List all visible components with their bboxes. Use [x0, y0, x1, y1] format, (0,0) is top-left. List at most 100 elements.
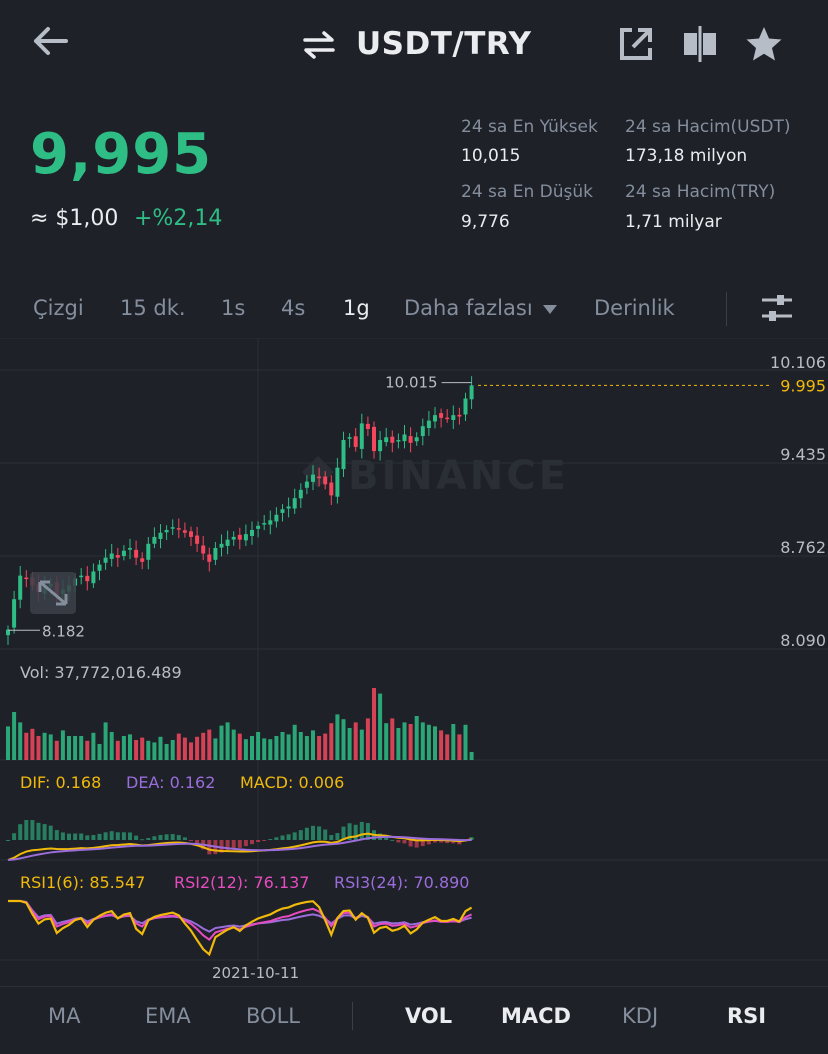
dea-line — [7, 835, 472, 861]
watermark-text: BINANCE — [348, 453, 569, 499]
rsi12-label: RSI2(12): 76.137 — [174, 873, 309, 892]
tab-15m[interactable]: 15 dk. — [120, 296, 186, 320]
volume-bar — [329, 723, 334, 760]
macd-histogram-bar — [158, 834, 163, 840]
macd-histogram-bar — [189, 840, 193, 841]
macd-histogram-bar — [298, 830, 303, 840]
volume-bar — [347, 728, 352, 760]
volume-bar — [426, 724, 431, 760]
volume-bar — [335, 714, 340, 760]
candle-body — [134, 549, 139, 558]
favorite-star-icon[interactable] — [744, 24, 784, 64]
macd-histogram-bar — [24, 820, 29, 840]
volume-bar — [439, 730, 444, 760]
macd-histogram-bar — [329, 834, 334, 840]
macd-histogram-bar — [408, 840, 413, 847]
volume-bar — [182, 737, 187, 760]
candle-body — [445, 417, 450, 420]
tab-4h[interactable]: 4s — [281, 296, 306, 320]
volume-bar — [109, 732, 114, 760]
tabs-divider — [726, 292, 727, 326]
macd-histogram-bar — [67, 833, 71, 840]
volume-bar — [311, 730, 315, 760]
candle-body — [347, 437, 352, 439]
macd-histogram-bar — [36, 822, 41, 840]
candle-body — [469, 385, 474, 400]
volume-bar — [469, 752, 474, 760]
volume-bar — [158, 736, 163, 760]
tab-line[interactable]: Çizgi — [33, 296, 84, 320]
volume-bar — [420, 722, 425, 760]
tab-more[interactable]: Daha fazlası — [404, 296, 558, 320]
indicator-ema[interactable]: EMA — [145, 1004, 191, 1028]
macd-histogram-bar — [231, 840, 236, 849]
rsi24-label: RSI3(24): 70.890 — [334, 873, 469, 892]
candle-body — [292, 498, 297, 509]
tab-depth[interactable]: Derinlik — [594, 296, 675, 320]
candle-body — [250, 529, 254, 536]
swap-pair-icon[interactable] — [302, 30, 336, 60]
indicator-kdj[interactable]: KDJ — [622, 1004, 659, 1028]
volume-bar — [298, 732, 303, 760]
volume-bar — [304, 736, 309, 760]
candle-body — [140, 558, 145, 562]
volume-bar — [213, 738, 218, 760]
volume-bar — [219, 725, 224, 760]
volume-bar — [115, 740, 120, 760]
macd-histogram-bar — [164, 834, 169, 840]
candle-body — [158, 532, 163, 539]
stat-vol-usdt-label: 24 sa Hacim(USDT) — [625, 117, 791, 137]
candle-body — [426, 420, 431, 428]
candle-body — [243, 534, 248, 541]
macd-histogram-bar — [286, 834, 291, 840]
macd-histogram-bar — [439, 840, 444, 843]
volume-bar — [189, 742, 193, 760]
volume-bar — [317, 736, 322, 760]
macd-histogram-bar — [170, 834, 175, 840]
share-icon[interactable] — [618, 26, 654, 62]
macd-histogram-bar — [341, 826, 346, 840]
indicator-macd[interactable]: MACD — [501, 1004, 571, 1028]
chart-settings-icon[interactable] — [760, 292, 794, 324]
candle-body — [280, 509, 285, 513]
macd-histogram-bar — [469, 837, 474, 840]
candle-body — [225, 539, 230, 546]
macd-histogram-bar — [420, 840, 425, 847]
kline-chart[interactable]: BINANCE 10.015 8.182 10.106 9.995 9.435 … — [0, 338, 828, 988]
pair-title[interactable]: USDT/TRY — [356, 26, 532, 62]
volume-bar — [256, 732, 261, 760]
indicator-vol[interactable]: VOL — [405, 1004, 453, 1028]
macd-histogram-bar — [91, 835, 96, 840]
macd-histogram-bar — [6, 840, 10, 841]
tab-1d[interactable]: 1g — [343, 296, 370, 320]
chart-grid — [0, 338, 828, 961]
candle-body — [164, 529, 169, 533]
volume-bar — [30, 728, 35, 760]
candle-body — [79, 575, 84, 578]
stat-low-label: 24 sa En Düşük — [461, 182, 593, 202]
candle-body — [6, 629, 10, 636]
candle-body — [262, 523, 267, 525]
macd-histogram-bar — [115, 832, 120, 840]
layout-toggle-icon[interactable] — [682, 24, 718, 64]
volume-bar — [225, 722, 230, 760]
high-marker: 10.015 — [385, 374, 472, 392]
price-axis-label: 8.090 — [780, 631, 826, 650]
macd-histogram-bar — [317, 826, 322, 840]
indicator-ma[interactable]: MA — [48, 1004, 81, 1028]
macd-histogram-bar — [128, 832, 132, 840]
candle-body — [451, 415, 456, 420]
fullscreen-expand-icon[interactable] — [30, 572, 76, 614]
indicator-rsi[interactable]: RSI — [727, 1004, 767, 1028]
volume-bar — [18, 722, 23, 760]
volume-bar — [36, 736, 41, 760]
indicator-boll[interactable]: BOLL — [246, 1004, 300, 1028]
volume-bar — [128, 734, 132, 760]
candle-body — [115, 555, 120, 558]
back-button[interactable] — [28, 22, 70, 60]
usd-equivalent: ≈ $1,00 — [30, 206, 119, 231]
volume-bar — [378, 693, 383, 760]
stat-vol-try-label: 24 sa Hacim(TRY) — [625, 182, 776, 202]
tab-1h[interactable]: 1s — [221, 296, 246, 320]
date-axis-label: 2021-10-11 — [212, 964, 299, 982]
